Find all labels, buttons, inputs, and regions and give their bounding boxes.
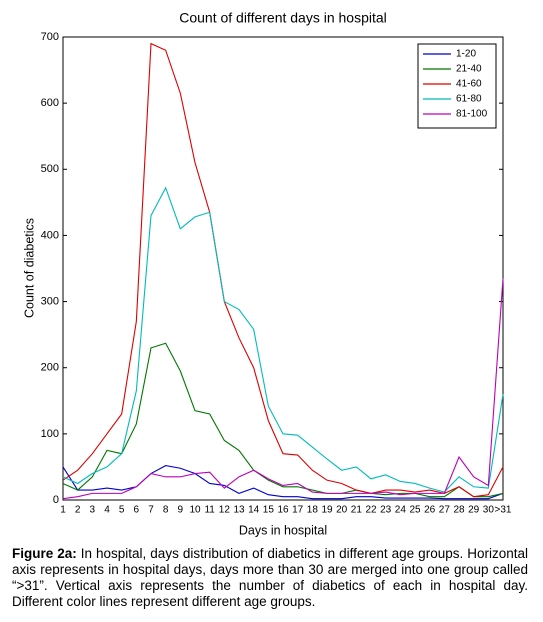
chart: Count of different days in hospital Days…: [22, 10, 512, 538]
legend-label: 1-20: [456, 49, 476, 60]
x-tick-label: 3: [90, 505, 96, 516]
y-tick-label: 600: [41, 97, 59, 109]
legend-label: 41-60: [456, 79, 482, 90]
x-tick-label: 17: [292, 505, 304, 516]
x-tick-label: 15: [263, 505, 275, 516]
caption-text: In hospital, days distribution of diabet…: [12, 546, 528, 609]
x-tick-label: >31: [495, 505, 512, 516]
x-tick-label: 6: [134, 505, 140, 516]
series-line: [62, 342, 504, 498]
y-tick-label: 500: [41, 163, 59, 175]
y-tick-label: 700: [41, 31, 59, 43]
x-tick-label: 13: [233, 505, 245, 516]
x-tick-label: 18: [307, 505, 319, 516]
x-tick-label: 4: [104, 505, 110, 516]
x-tick-label: 20: [336, 505, 348, 516]
y-axis-label: Count of diabetics: [22, 218, 36, 318]
y-tick-label: 300: [41, 295, 59, 307]
caption: Figure 2a: In hospital, days distributio…: [12, 546, 528, 610]
x-tick-label: 26: [424, 505, 436, 516]
x-tick-label: 19: [321, 505, 333, 516]
x-tick-label: 24: [395, 505, 407, 516]
x-tick-label: 1: [60, 505, 66, 516]
x-tick-label: 5: [119, 505, 125, 516]
x-tick-label: 16: [277, 505, 289, 516]
y-tick-label: 100: [41, 428, 59, 440]
x-tick-label: 8: [163, 505, 169, 516]
x-tick-label: 29: [468, 505, 480, 516]
caption-label: Figure 2a:: [12, 546, 77, 561]
x-tick-label: 14: [248, 505, 260, 516]
x-tick-label: 28: [453, 505, 465, 516]
y-tick-label: 0: [53, 494, 59, 506]
x-tick-label: 21: [351, 505, 363, 516]
y-tick-label: 200: [41, 362, 59, 374]
y-tick-label: 400: [41, 229, 59, 241]
x-tick-label: 23: [380, 505, 392, 516]
legend-label: 21-40: [456, 64, 482, 75]
x-tick-label: 7: [148, 505, 154, 516]
x-tick-label: 11: [204, 505, 215, 516]
legend-label: 81-100: [456, 109, 488, 120]
x-tick-label: 9: [178, 505, 184, 516]
series-line: [62, 278, 504, 500]
x-tick-label: 10: [189, 505, 201, 516]
x-tick-label: 25: [409, 505, 421, 516]
x-tick-label: 2: [75, 505, 81, 516]
chart-title: Count of different days in hospital: [179, 10, 387, 26]
x-tick-label: 22: [365, 505, 377, 516]
x-tick-label: 12: [219, 505, 231, 516]
x-tick-label: 30: [483, 505, 495, 516]
series-line: [62, 186, 504, 493]
legend-label: 61-80: [456, 94, 482, 105]
x-axis-label: Days in hospital: [239, 523, 327, 537]
x-tick-label: 27: [439, 505, 451, 516]
series-line: [62, 42, 504, 498]
plot-frame: [62, 36, 504, 501]
